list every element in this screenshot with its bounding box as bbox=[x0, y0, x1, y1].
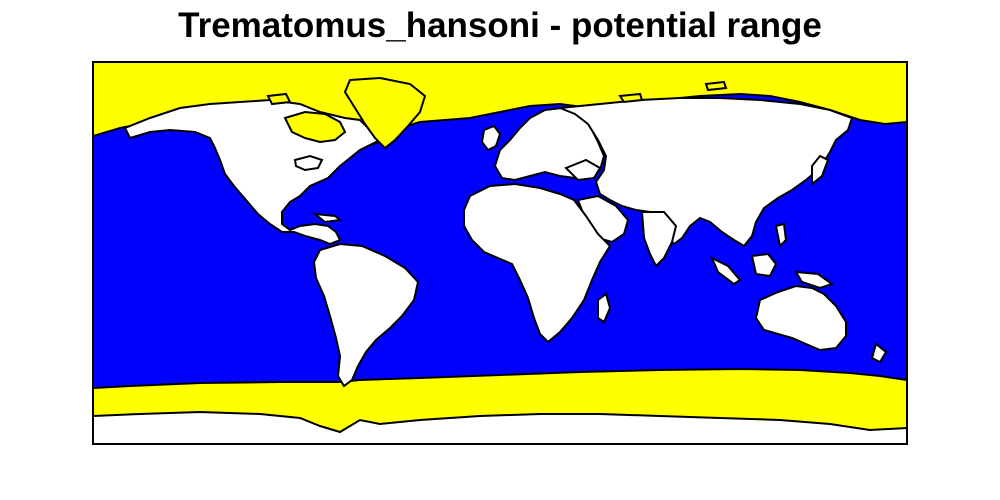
new-zealand bbox=[870, 342, 888, 364]
borneo bbox=[750, 252, 778, 278]
arctic-island bbox=[618, 92, 644, 104]
caspian-sea bbox=[564, 158, 602, 182]
british-isles bbox=[480, 124, 502, 152]
hudson-bay-range bbox=[283, 110, 347, 144]
great-lakes bbox=[293, 154, 324, 172]
cuba bbox=[311, 212, 343, 224]
map-frame bbox=[92, 61, 908, 445]
australia bbox=[754, 284, 847, 352]
sumatra bbox=[710, 255, 742, 286]
africa bbox=[463, 182, 612, 344]
japan bbox=[811, 154, 830, 187]
south-america bbox=[312, 242, 420, 388]
map-title: Trematomus_hansoni - potential range bbox=[178, 6, 822, 45]
asia bbox=[559, 97, 854, 248]
arctic-island bbox=[704, 80, 728, 92]
madagascar bbox=[597, 292, 612, 324]
new-guinea bbox=[794, 270, 835, 290]
greenland bbox=[343, 76, 427, 150]
europe bbox=[493, 106, 606, 182]
philippines bbox=[774, 222, 788, 249]
india bbox=[640, 211, 678, 268]
antarctica bbox=[93, 410, 907, 444]
arctic-island bbox=[266, 92, 292, 106]
